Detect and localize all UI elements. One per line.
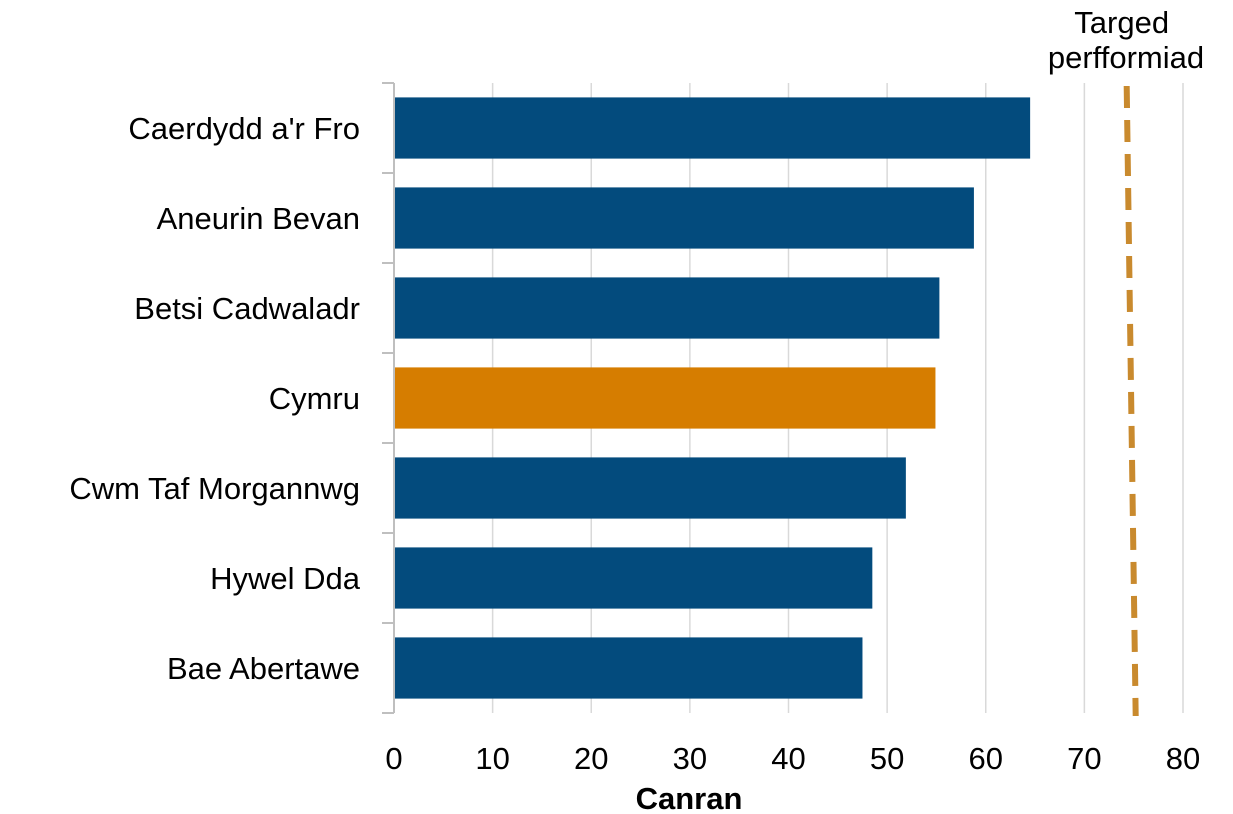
category-label: Aneurin Bevan [157, 201, 360, 236]
x-tick-label: 0 [385, 741, 402, 776]
bar [394, 637, 863, 699]
target-line [1123, 85, 1139, 717]
x-tick-label: 70 [1067, 741, 1101, 776]
x-tick-label: 60 [969, 741, 1003, 776]
category-label: Bae Abertawe [167, 651, 360, 686]
x-tick-label: 50 [870, 741, 904, 776]
category-label: Cymru [269, 381, 360, 416]
target-group: Targed perfformiad [1048, 5, 1204, 717]
x-tick-label: 20 [574, 741, 608, 776]
x-tick-labels: 0 10 20 30 40 50 60 70 80 [385, 741, 1200, 776]
target-label-line-2: perfformiad [1048, 40, 1204, 75]
bar [394, 367, 936, 429]
target-label-line-1: Targed [1074, 5, 1169, 40]
bars [394, 97, 1031, 699]
target-label: Targed perfformiad [1048, 5, 1204, 75]
bar [394, 187, 974, 249]
axes [382, 82, 395, 714]
bar [394, 277, 940, 339]
x-tick-label: 80 [1166, 741, 1200, 776]
x-axis-label: Canran [636, 781, 743, 814]
category-label: Caerdydd a'r Fro [128, 111, 360, 146]
category-label: Betsi Cadwaladr [134, 291, 360, 326]
category-label: Hywel Dda [210, 561, 361, 596]
x-tick-label: 10 [475, 741, 509, 776]
bar [394, 547, 873, 609]
bar [394, 97, 1031, 159]
bar [394, 457, 906, 519]
x-tick-label: 30 [673, 741, 707, 776]
x-tick-label: 40 [771, 741, 805, 776]
category-label: Cwm Taf Morgannwg [69, 471, 360, 506]
category-labels: Caerdydd a'r Fro Aneurin Bevan Betsi Cadwa… [69, 111, 360, 686]
